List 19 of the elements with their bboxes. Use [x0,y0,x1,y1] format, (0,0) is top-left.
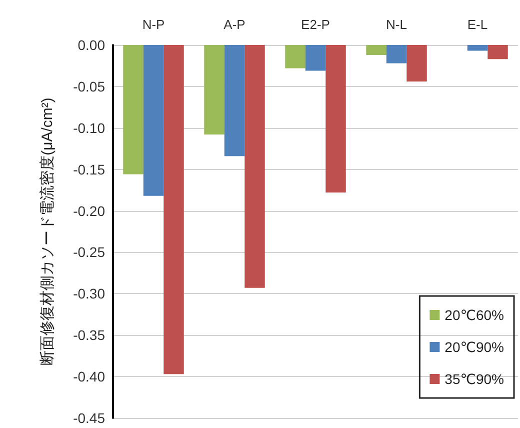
x-tick-label: E2-P [301,17,330,32]
y-tick-label: -0.25 [73,244,106,260]
y-tick-label: -0.40 [73,368,106,385]
x-tick-label: N-P [142,17,165,32]
legend-label: 35℃90% [444,371,504,387]
y-tick-label: -0.05 [73,78,106,94]
y-tick-label: -0.45 [73,410,106,426]
y-tick-label: -0.20 [73,202,106,219]
legend-label: 20℃90% [444,339,504,355]
y-tick-label: -0.15 [73,161,106,178]
legend-label: 20℃60% [444,307,504,323]
y-tick-label: -0.35 [73,327,106,344]
y-tick-label: 0.00 [78,37,106,53]
x-tick-label: E-L [467,17,488,32]
x-tick-label: A-P [224,17,246,32]
y-tick-label: -0.10 [73,120,106,136]
y-tick-label: -0.30 [73,286,106,302]
y-axis-title: 断面修復材側カソード電流密度(μA/cm²) [39,98,56,366]
x-tick-label: N-L [386,17,407,32]
